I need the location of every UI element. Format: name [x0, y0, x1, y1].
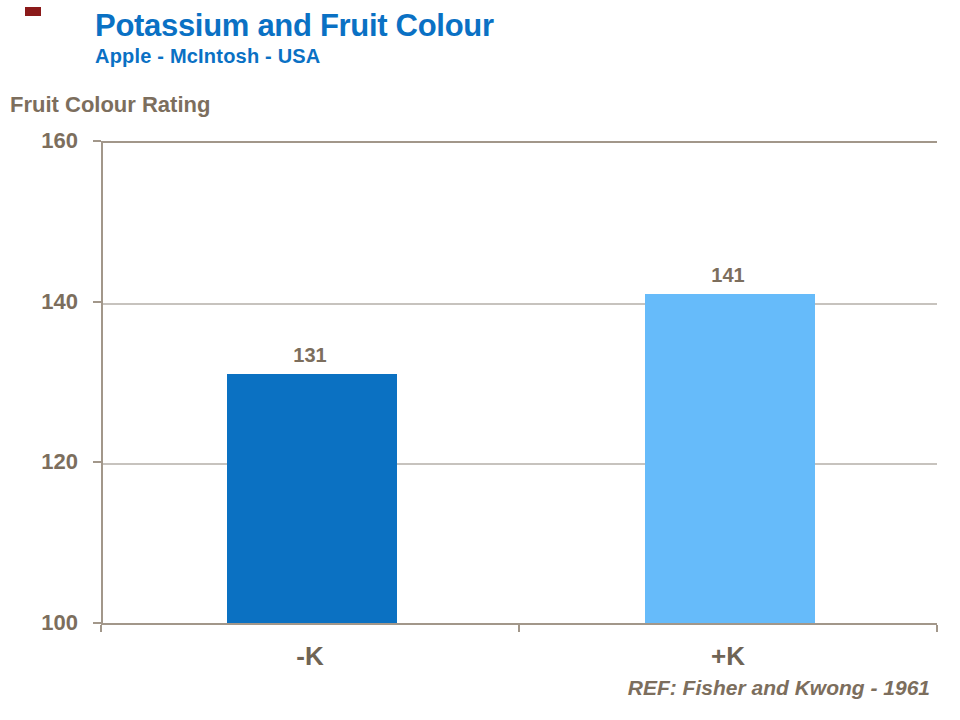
y-axis-label: 160 — [8, 128, 78, 154]
x-axis-tick — [936, 625, 938, 632]
plot-area — [101, 141, 937, 625]
chart-subtitle: Apple - McIntosh - USA — [95, 45, 321, 68]
x-axis-tick — [100, 625, 102, 632]
reference-citation: REF: Fisher and Kwong - 1961 — [628, 676, 930, 700]
y-axis-title: Fruit Colour Rating — [10, 92, 210, 118]
y-axis-label: 120 — [8, 449, 78, 475]
y-axis-label: 140 — [8, 289, 78, 315]
bar-+K — [645, 294, 815, 623]
bar-value-label: 131 — [270, 343, 350, 367]
y-axis-tick — [93, 140, 101, 142]
chart-title: Potassium and Fruit Colour — [95, 8, 494, 44]
bar-value-label: 141 — [688, 263, 768, 287]
x-axis-category-label: -K — [250, 641, 370, 671]
y-axis-label: 100 — [8, 610, 78, 636]
accent-red-mark — [25, 7, 41, 16]
x-axis-tick — [518, 625, 520, 632]
y-axis-tick — [93, 461, 101, 463]
y-axis-tick — [93, 301, 101, 303]
x-axis-category-label: +K — [668, 641, 788, 671]
y-axis-tick — [93, 622, 101, 624]
bar--K — [227, 374, 397, 623]
slide: Potassium and Fruit Colour Apple - McInt… — [0, 0, 960, 720]
